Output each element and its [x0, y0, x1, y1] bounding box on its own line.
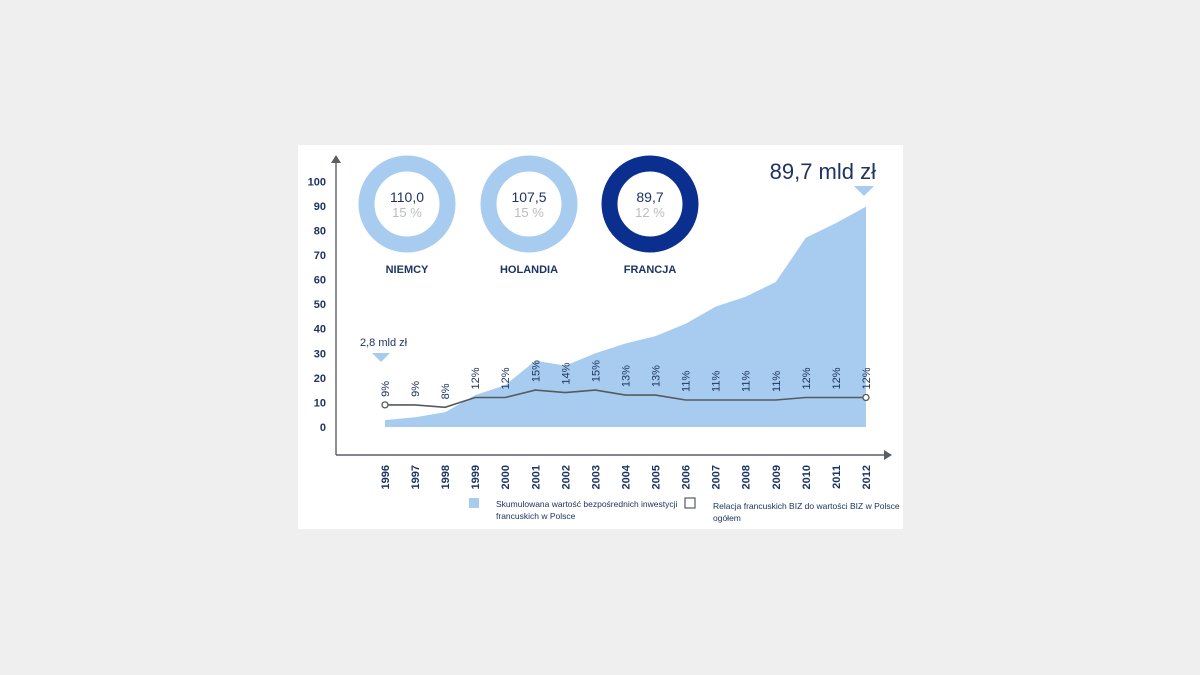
- x-tick-label: 1996: [380, 465, 392, 489]
- y-tick-label: 50: [314, 299, 326, 311]
- percent-label: 12%: [470, 367, 482, 389]
- y-tick-label: 60: [314, 275, 326, 287]
- end-marker-triangle: [854, 186, 874, 196]
- y-tick-label: 20: [314, 373, 326, 385]
- x-tick-label: 2004: [620, 464, 632, 489]
- percent-label: 15%: [530, 360, 542, 382]
- percent-label: 11%: [711, 371, 723, 392]
- percent-label: 9%: [410, 381, 422, 397]
- x-tick-label: 2005: [651, 465, 663, 489]
- x-tick-label: 2000: [500, 465, 512, 489]
- x-tick-label: 2010: [801, 465, 813, 489]
- donut-value: 107,5: [511, 189, 546, 205]
- start-marker-triangle: [372, 353, 390, 362]
- x-tick-label: 2012: [861, 465, 873, 489]
- y-tick-label: 10: [314, 397, 326, 409]
- donut-country-label: FRANCJA: [624, 264, 677, 276]
- percent-label: 12%: [500, 367, 512, 389]
- y-tick-label: 30: [314, 348, 326, 360]
- y-tick-label: 90: [314, 201, 326, 213]
- line-endpoint-marker: [381, 401, 389, 409]
- donut-percent: 12 %: [635, 205, 665, 220]
- legend-line-label-1: Relacja francuskich BIZ do wartości BIZ …: [713, 501, 900, 511]
- y-tick-label: 40: [314, 324, 326, 336]
- donut-value: 110,0: [390, 189, 424, 205]
- legend-area-label-2: francuskich w Polsce: [496, 511, 576, 521]
- donut-percent: 15 %: [392, 205, 422, 220]
- y-tick-label: 0: [320, 422, 326, 434]
- y-tick-label: 70: [314, 250, 326, 262]
- share-line: [385, 389, 866, 409]
- x-tick-label: 2002: [560, 465, 572, 489]
- x-tick-label: 2006: [681, 465, 693, 489]
- x-tick-label: 2007: [711, 465, 723, 489]
- donut-country-label: NIEMCY: [386, 264, 429, 276]
- x-tick-label: 1999: [470, 465, 482, 489]
- x-axis-arrow: [884, 450, 892, 460]
- x-tick-label: 2003: [590, 465, 602, 489]
- percent-label: 13%: [651, 365, 663, 387]
- percent-label: 11%: [681, 371, 693, 392]
- donut-ring: [601, 155, 699, 253]
- donut-ring: [480, 155, 578, 253]
- cumulative-fdi-area: [385, 206, 866, 427]
- legend-line-swatch: [684, 497, 696, 509]
- x-tick-label: 2011: [831, 465, 843, 489]
- percent-label: 8%: [440, 383, 452, 399]
- donut-percent: 15 %: [514, 205, 544, 220]
- chart-card: 100 90 80 70 60 50 40 30 20 10 0 1996 1997 1998 1999 2…: [298, 145, 903, 529]
- donut-country-label: HOLANDIA: [500, 264, 558, 276]
- x-tick-label: 2008: [741, 465, 753, 489]
- percent-label: 13%: [620, 365, 632, 387]
- percent-label: 12%: [801, 367, 813, 389]
- x-tick-label: 1997: [410, 465, 422, 489]
- percent-label: 12%: [831, 367, 843, 389]
- percent-label: 12%: [861, 367, 873, 389]
- y-tick-label: 80: [314, 225, 326, 237]
- percent-label: 11%: [771, 371, 783, 392]
- x-tick-label: 1998: [440, 465, 452, 489]
- percent-label: 15%: [590, 360, 602, 382]
- legend-area-swatch: [469, 498, 479, 508]
- line-endpoint-marker: [862, 393, 870, 402]
- donut-ring: [358, 155, 456, 253]
- end-annotation: 89,7 mld zł: [770, 159, 876, 184]
- y-axis-arrow: [331, 155, 341, 163]
- y-tick-label: 100: [308, 176, 326, 188]
- percent-label: 9%: [380, 381, 392, 397]
- percent-label: 14%: [560, 362, 572, 384]
- x-tick-label: 2009: [771, 465, 783, 489]
- donut-value: 89,7: [636, 189, 663, 205]
- x-tick-label: 2001: [530, 465, 542, 489]
- percent-label: 11%: [741, 371, 753, 392]
- start-annotation: 2,8 mld zł: [360, 337, 408, 349]
- legend-area-label-1: Skumulowana wartość bezpośrednich inwest…: [496, 499, 678, 509]
- legend-line-label-2: ogółem: [713, 513, 741, 523]
